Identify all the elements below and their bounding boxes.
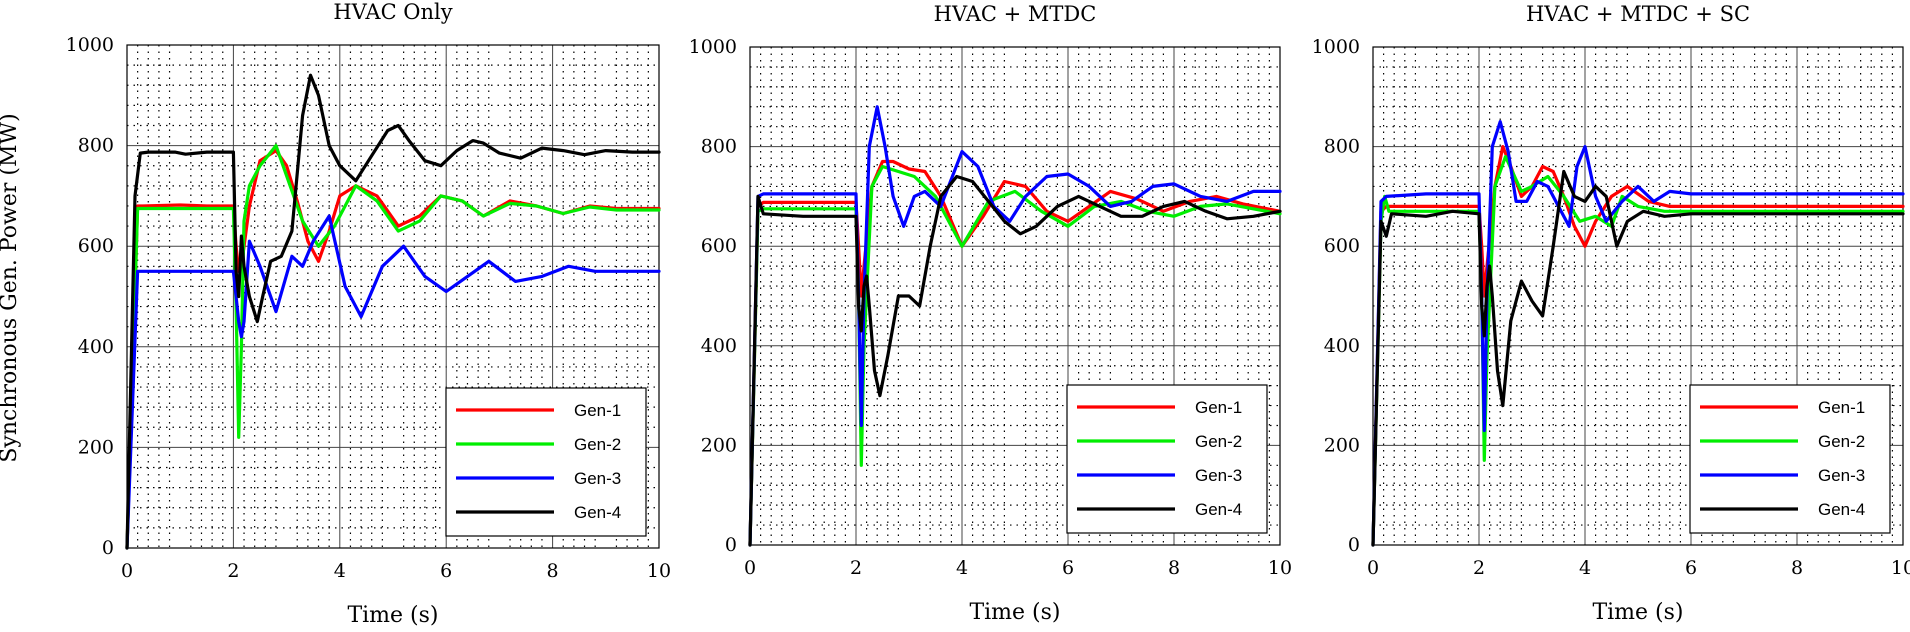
chart-title: HVAC + MTDC + SC: [1526, 2, 1750, 26]
y-tick-label: 800: [701, 136, 737, 158]
y-tick-label: 600: [701, 235, 737, 257]
legend-label: Gen-2: [1818, 432, 1865, 451]
x-tick-label: 0: [121, 560, 133, 582]
legend-label: Gen-2: [574, 435, 621, 454]
series-line-gen-4: [125, 73, 661, 550]
legend-label: Gen-3: [1818, 466, 1865, 485]
y-tick-label: 0: [102, 537, 114, 559]
y-tick-label: 600: [78, 235, 114, 257]
chart-panel-hvac-mtdc: HVAC + MTDC 0 2 4 6 8 10 0 200 400 600 800 1000 Time …: [689, 2, 1292, 625]
chart-title: HVAC + MTDC: [934, 2, 1097, 26]
x-tick-label: 2: [227, 560, 239, 582]
y-tick-label: 0: [1348, 534, 1360, 556]
legend-label: Gen-1: [1818, 398, 1865, 417]
x-axis-label: Time (s): [347, 603, 438, 628]
x-tick-label: 2: [1473, 557, 1485, 579]
legend-label: Gen-3: [1195, 466, 1242, 485]
series-line-gen-4: [1371, 169, 1905, 547]
x-axis-label: Time (s): [1592, 600, 1683, 625]
x-tick-label: 8: [547, 560, 559, 582]
y-tick-label: 200: [1324, 434, 1360, 456]
shared-y-axis-label: Synchronous Gen. Power (MW): [0, 113, 22, 462]
plot-frame: [126, 44, 660, 549]
x-tick-label: 10: [1891, 557, 1910, 579]
legend-label: Gen-1: [574, 401, 621, 420]
x-tick-label: 10: [647, 560, 671, 582]
legend-label: Gen-1: [1195, 398, 1242, 417]
y-tick-label: 200: [701, 434, 737, 456]
chart-panel-hvac-mtdc-sc: HVAC + MTDC + SC 0 2 4 6 8 10 0 200 400 600 800 1000…: [1312, 2, 1910, 625]
series-line-gen-4: [748, 174, 1282, 547]
major-grid: [750, 47, 1280, 545]
x-tick-label: 0: [744, 557, 756, 579]
x-tick-label: 6: [1685, 557, 1697, 579]
y-tick-label: 400: [78, 336, 114, 358]
y-tick-label: 200: [78, 436, 114, 458]
x-tick-label: 8: [1168, 557, 1180, 579]
x-tick-label: 4: [334, 560, 346, 582]
y-tick-label: 1000: [1312, 36, 1360, 58]
y-tick-label: 1000: [689, 36, 737, 58]
x-axis-label: Time (s): [969, 600, 1060, 625]
y-tick-label: 800: [1324, 136, 1360, 158]
y-tick-label: 600: [1324, 235, 1360, 257]
x-tick-label: 6: [440, 560, 452, 582]
x-tick-label: 10: [1268, 557, 1292, 579]
y-tick-label: 0: [725, 534, 737, 556]
x-tick-label: 0: [1367, 557, 1379, 579]
legend-label: Gen-4: [574, 503, 621, 522]
y-tick-label: 1000: [66, 34, 114, 56]
x-tick-label: 4: [1579, 557, 1591, 579]
y-tick-label: 400: [1324, 335, 1360, 357]
legend-label: Gen-3: [574, 469, 621, 488]
plot-frame: [1372, 46, 1904, 546]
legend-label: Gen-4: [1818, 500, 1865, 519]
x-tick-label: 2: [850, 557, 862, 579]
series-line-gen-3: [125, 214, 661, 550]
chart-title: HVAC Only: [333, 0, 452, 24]
series-line-gen-2: [1371, 155, 1905, 547]
x-tick-label: 4: [956, 557, 968, 579]
y-tick-label: 400: [701, 335, 737, 357]
x-tick-label: 8: [1791, 557, 1803, 579]
legend-label: Gen-4: [1195, 500, 1242, 519]
legend-label: Gen-2: [1195, 432, 1242, 451]
major-grid: [127, 45, 659, 548]
major-grid: [1373, 47, 1903, 545]
chart-panel-hvac-only: HVAC Only 0 2 4 6 8 10 0 200 400 600 800 1000 Time (s…: [66, 0, 671, 628]
y-tick-label: 800: [78, 135, 114, 157]
plot-frame: [749, 46, 1281, 546]
x-tick-label: 6: [1062, 557, 1074, 579]
